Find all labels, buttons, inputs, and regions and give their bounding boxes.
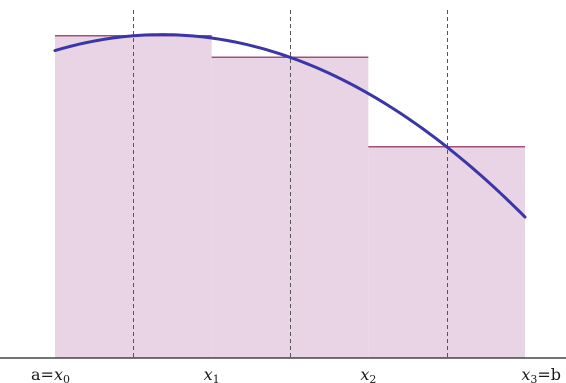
x-tick-label: x3=b [521,365,561,383]
function-curve [53,33,527,219]
riemann-rectangle [368,146,525,358]
midpoint-lines [133,10,448,358]
riemann-rectangles [55,35,525,359]
x-tick-label: x1 [204,365,220,383]
riemann-rectangle [55,35,212,359]
x-tick-label: a=x0 [31,365,70,383]
x-tick-labels: a=x0 x1 x2 x3=b [31,365,561,383]
x-tick-label: x2 [360,365,376,383]
